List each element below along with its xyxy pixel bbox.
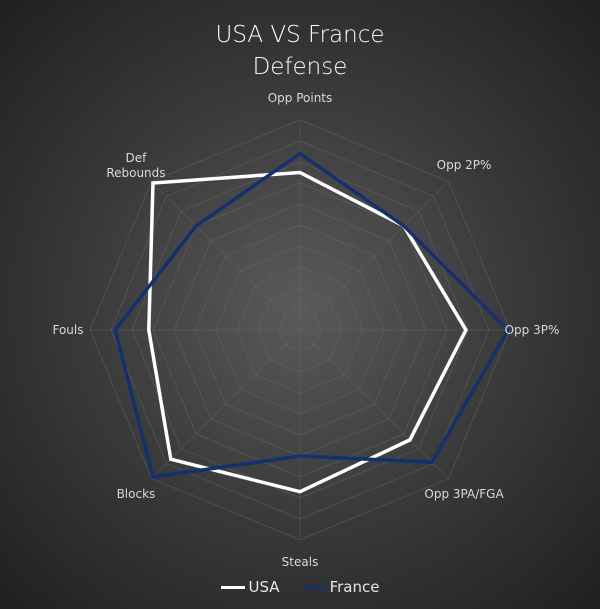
series-line <box>147 170 468 494</box>
axis-label: Blocks <box>116 486 156 501</box>
legend-label: USA <box>248 578 280 596</box>
spoke <box>299 181 449 331</box>
axis-label: Def Rebounds <box>106 150 166 180</box>
legend-swatch <box>301 585 326 589</box>
series-line <box>113 151 511 479</box>
axis-label: Steals <box>281 554 319 569</box>
legend: USA France <box>0 578 600 596</box>
legend-label: France <box>329 578 380 596</box>
spoke <box>151 329 301 479</box>
legend-swatch <box>220 585 245 589</box>
chart-subtitle: Defense <box>252 54 348 80</box>
spoke <box>151 181 301 331</box>
axis-label: Opp 3P% <box>504 322 560 337</box>
axis-label: Opp Points <box>267 90 333 105</box>
axis-label: Fouls <box>52 322 84 337</box>
spoke <box>299 329 449 479</box>
legend-item: USA <box>220 578 280 596</box>
chart-title: USA VS France <box>215 22 385 48</box>
axis-label: Opp 3PA/FGA <box>424 486 504 501</box>
legend-item: France <box>301 578 380 596</box>
axis-label: Opp 2P% <box>436 158 492 173</box>
